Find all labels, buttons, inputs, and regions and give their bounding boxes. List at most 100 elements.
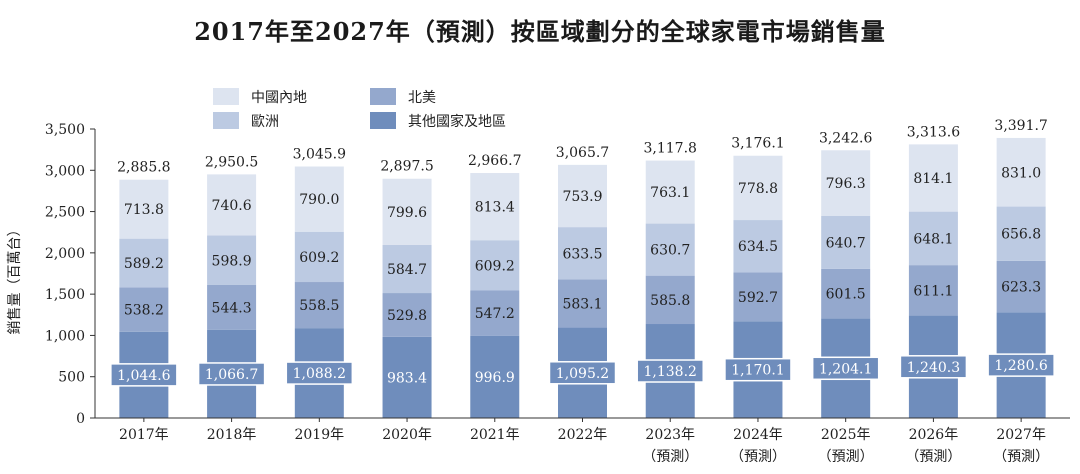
segment-value-label: 1,138.2 [644,364,697,380]
x-tick-sublabel: （預測） [993,449,1049,465]
segment-value-label: 1,204.1 [819,361,872,377]
segment-value-label: 547.2 [475,306,515,322]
total-label: 2,885.8 [117,160,170,176]
bar-segment [558,279,607,328]
segment-value-label: 996.9 [475,370,515,386]
total-label: 3,045.9 [293,146,346,162]
value-label-box [197,362,266,386]
value-label-box [724,357,792,382]
y-tick-label: 2,500 [45,205,85,221]
x-tick-sublabel: （預測） [642,449,698,465]
segment-value-label: 790.0 [299,192,339,208]
x-tick-label: 2018年 [207,427,257,443]
bar-segment [558,164,607,228]
legend-swatch [213,88,239,105]
segment-value-label: 763.1 [650,185,690,201]
total-label: 2,950.5 [205,154,258,170]
segment-value-label: 656.8 [1001,227,1041,243]
segment-value-label: 611.1 [913,283,953,299]
segment-value-label: 983.4 [387,370,427,386]
bar-segment [294,166,344,232]
x-axis: 2017年 2018年 2019年 2020年 2021年 2022年 2023年 （預測） 2… [95,417,1070,465]
legend-label: 其他國家及地區 [408,113,506,130]
y-axis-label: 銷售量（百萬台） [7,223,23,335]
segment-value-label: 601.5 [826,287,866,303]
value-label-box [811,356,880,381]
segment-value-label: 630.7 [650,243,690,259]
x-tick-label: 2019年 [294,427,344,443]
x-tick-label: 2020年 [382,427,432,443]
segment-value-label: 623.3 [1001,280,1041,296]
bar-segment [645,160,695,224]
legend-swatch [370,88,396,105]
bar-segment [119,238,169,288]
bar-segment [821,216,871,269]
bar-segment [382,293,432,337]
segment-value-label: 544.3 [212,300,252,316]
x-tick-label: 2027年 [996,427,1046,443]
segment-value-label: 796.3 [826,176,866,192]
segment-value-label: 633.5 [562,246,602,262]
total-label: 3,391.7 [994,118,1047,134]
segment-value-label: 753.9 [562,189,602,205]
segment-value-label: 831.0 [1001,165,1041,181]
segment-value-label: 585.8 [650,293,690,309]
value-label-box [285,361,354,385]
bar-segment [207,284,257,330]
y-tick-label: 2,000 [45,246,85,262]
bar-segment [207,235,257,285]
y-tick-label: 0 [76,411,85,427]
value-label-box [987,353,1055,377]
bar-segment [733,272,783,322]
bar-segment [908,211,958,266]
value-label-box [899,355,968,379]
segment-value-label: 1,088.2 [293,366,346,382]
bar-segment [470,335,520,418]
segment-value-label: 1,280.6 [994,358,1048,374]
segment-value-label: 1,170.1 [731,363,784,379]
value-label-box [548,361,617,385]
bar-segment [382,336,432,418]
segment-value-label: 778.8 [738,181,778,197]
x-tick-label: 2025年 [821,427,871,443]
x-tick-sublabel: （預測） [818,449,874,465]
bar-segment [733,155,783,221]
bar-segment [821,268,871,319]
bar-segment [294,282,344,329]
segment-value-label: 558.5 [299,298,339,314]
value-label-box [636,359,704,383]
legend-swatch [370,112,396,129]
bar-segment [119,179,169,239]
y-tick-label: 3,500 [45,122,85,138]
segment-value-label: 1,240.3 [907,360,960,376]
bar-segment [470,290,520,336]
y-tick-label: 1,000 [45,328,85,344]
bar-segment [645,223,695,276]
total-label: 3,313.6 [907,124,961,140]
bar-segment [207,174,257,236]
legend-label: 中國內地 [251,90,307,106]
segment-value-label: 814.1 [913,171,953,187]
segment-value-label: 584.7 [387,262,427,278]
total-label: 3,065.7 [556,145,609,161]
x-tick-label: 2026年 [909,427,959,443]
y-tick-label: 3,000 [45,163,85,179]
bars: 1,044.6 538.2 589.2 713.8 2,885.8 1,066.7 544.… [110,118,1055,418]
bar-segment [908,265,958,316]
bar-segment [645,275,695,325]
legend-swatch [213,112,239,129]
legend-label: 北美 [408,90,436,106]
segment-value-label: 634.5 [738,239,778,255]
x-tick-label: 2022年 [558,427,608,443]
y-tick-label: 500 [58,370,85,386]
y-tick-label: 1,500 [45,287,85,303]
segment-value-label: 648.1 [913,231,953,247]
segment-value-label: 592.7 [738,290,778,306]
x-tick-label: 2024年 [733,427,783,443]
bar-segment [558,227,607,280]
segment-value-label: 609.2 [299,250,339,266]
segment-value-label: 529.8 [387,308,427,324]
bar-segment [470,173,520,241]
segment-value-label: 1,095.2 [556,366,609,382]
